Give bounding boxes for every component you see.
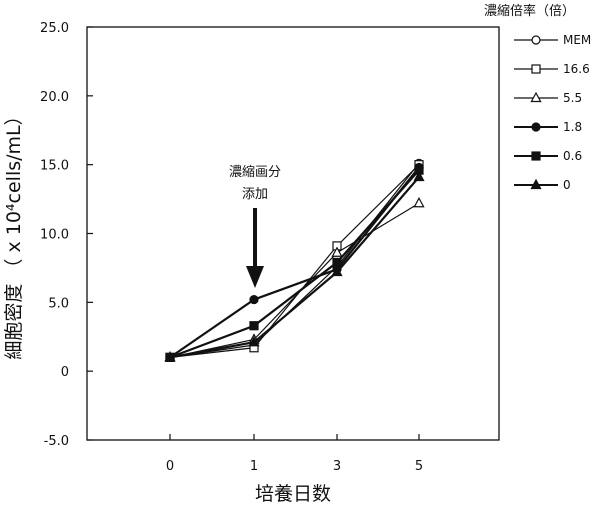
y-tick-label: 10.0 xyxy=(40,228,69,243)
x-tick-label: 0 xyxy=(166,459,174,474)
x-axis: 0 1 3 5 xyxy=(166,434,423,474)
data-point xyxy=(249,294,259,305)
legend-swatch-marker xyxy=(531,122,541,132)
annotation-line-1: 濃縮画分 xyxy=(229,164,281,180)
data-point xyxy=(248,335,260,347)
data-point xyxy=(249,321,259,331)
legend-item: 0.6 xyxy=(514,149,582,163)
data-point xyxy=(164,351,176,362)
legend-label: 16.6 xyxy=(563,62,590,76)
annotation-line-2: 添加 xyxy=(242,187,268,202)
data-point xyxy=(331,265,343,277)
y-tick-label: 0 xyxy=(61,365,69,380)
series-group xyxy=(164,158,425,362)
legend-title: 濃縮倍率（倍） xyxy=(484,3,575,19)
y-tick-label: 5.0 xyxy=(48,296,69,311)
series-MEM xyxy=(165,158,424,362)
data-point xyxy=(331,246,343,257)
annotation: 濃縮画分 添加 xyxy=(229,164,281,288)
legend-swatch-marker xyxy=(531,35,541,45)
series-line xyxy=(169,202,420,358)
legend-swatch-marker xyxy=(531,151,541,161)
y-tick-label: 15.0 xyxy=(40,159,69,174)
series-line xyxy=(169,176,420,359)
x-axis-title: 培養日数 xyxy=(255,483,331,505)
y-axis: -5.0 0 5.0 10.0 15.0 20.0 25.0 xyxy=(40,21,93,449)
series-1.8 xyxy=(165,162,424,362)
series-line xyxy=(169,169,420,359)
legend-label: 0 xyxy=(563,178,571,192)
legend-item: 1.8 xyxy=(514,120,582,134)
series-line xyxy=(169,166,420,359)
plot-frame xyxy=(86,26,500,441)
series-5.5 xyxy=(164,196,425,362)
legend-label: 5.5 xyxy=(563,91,582,105)
annotation-arrow-head xyxy=(246,266,264,288)
legend: 濃縮倍率（倍） MEM 16.6 5.5 1.8 0.6 0 xyxy=(484,3,591,192)
legend-swatch-marker xyxy=(531,64,541,74)
data-point xyxy=(413,170,425,182)
legend-item: MEM xyxy=(514,33,591,47)
x-tick-label: 1 xyxy=(250,459,258,474)
legend-swatch-marker xyxy=(530,178,542,190)
y-tick-label: -5.0 xyxy=(44,434,69,449)
y-tick-label: 25.0 xyxy=(40,21,69,36)
legend-label: 1.8 xyxy=(563,120,582,134)
series-line xyxy=(169,164,420,358)
y-axis-title: 細胞密度 （ x 10⁴cells/mL） xyxy=(3,106,25,359)
x-tick-label: 3 xyxy=(333,459,341,474)
legend-swatch-marker xyxy=(530,91,542,103)
legend-label: MEM xyxy=(563,33,591,47)
y-tick-label: 20.0 xyxy=(40,90,69,105)
series-16.6 xyxy=(165,160,424,362)
series-line xyxy=(169,162,420,358)
legend-item: 5.5 xyxy=(514,91,582,105)
data-point xyxy=(332,257,342,268)
legend-item: 16.6 xyxy=(514,62,590,76)
data-point xyxy=(413,196,425,208)
x-tick-label: 5 xyxy=(415,459,423,474)
series-0.6 xyxy=(165,165,424,362)
series-0 xyxy=(164,170,425,362)
legend-label: 0.6 xyxy=(563,149,582,163)
legend-item: 0 xyxy=(514,178,571,192)
